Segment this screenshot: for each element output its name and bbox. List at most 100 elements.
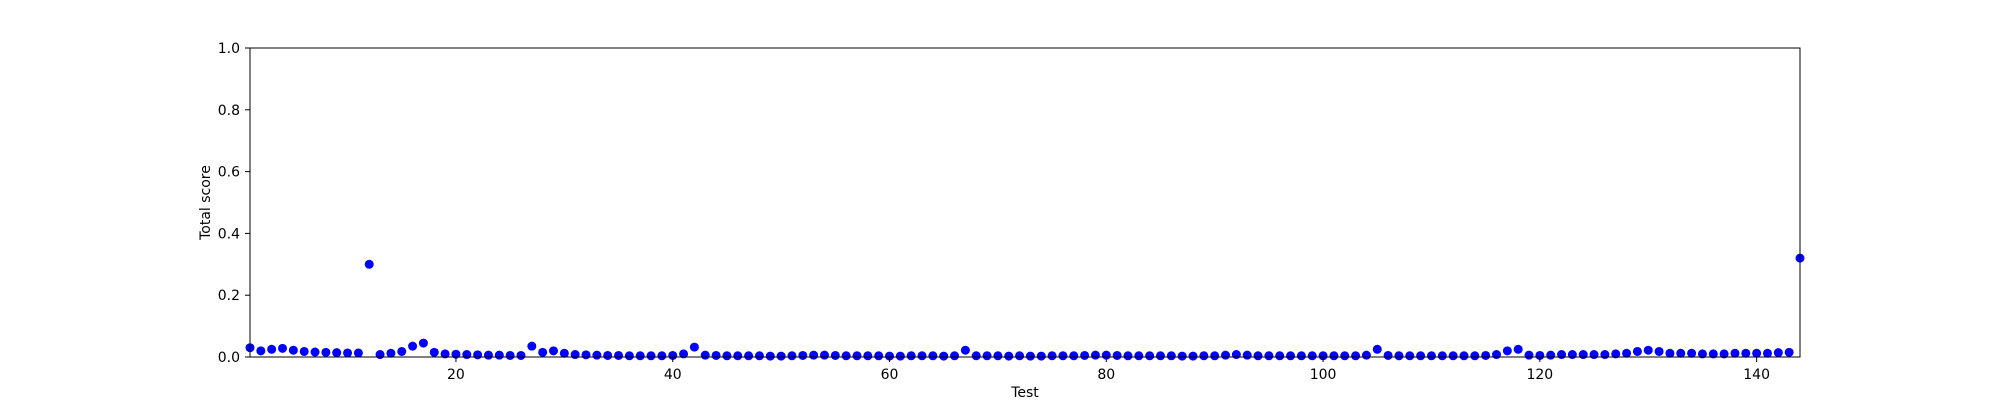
x-axis-label: Test <box>1010 385 1039 400</box>
data-point <box>1752 348 1762 358</box>
data-point <box>397 346 407 356</box>
data-point <box>1221 350 1231 360</box>
data-point <box>993 351 1003 361</box>
data-point <box>1513 344 1523 354</box>
data-point <box>1329 351 1339 361</box>
data-point <box>1340 351 1350 361</box>
data-point <box>1676 348 1686 358</box>
data-point <box>1546 350 1556 360</box>
data-point <box>614 350 624 360</box>
data-point <box>1025 351 1035 361</box>
data-point <box>798 350 808 360</box>
x-tick-label: 60 <box>881 367 899 383</box>
data-point <box>343 348 353 358</box>
data-point <box>657 351 667 361</box>
data-point <box>982 351 992 361</box>
data-point <box>1253 351 1263 361</box>
data-point <box>1416 351 1426 361</box>
data-point <box>906 351 916 361</box>
data-point <box>1047 351 1057 361</box>
data-point <box>950 351 960 361</box>
data-point <box>1719 349 1729 359</box>
data-point <box>1296 351 1306 361</box>
data-point <box>1264 351 1274 361</box>
data-point <box>960 345 970 355</box>
data-point <box>1589 350 1599 360</box>
data-point <box>288 345 298 355</box>
data-point <box>1784 347 1794 357</box>
data-point <box>267 344 277 354</box>
data-point <box>1383 350 1393 360</box>
data-point <box>310 347 320 357</box>
data-point <box>1611 349 1621 359</box>
data-point <box>1773 348 1783 358</box>
data-point <box>527 341 537 351</box>
y-tick-label: 1.0 <box>218 41 240 57</box>
data-point <box>1015 351 1025 361</box>
data-point <box>1708 349 1718 359</box>
data-point <box>1004 351 1014 361</box>
data-point <box>1567 350 1577 360</box>
data-point <box>1177 351 1187 361</box>
data-point <box>299 346 309 356</box>
data-point <box>386 348 396 358</box>
data-point <box>819 350 829 360</box>
y-tick-label: 0.4 <box>218 226 240 242</box>
data-point <box>754 351 764 361</box>
data-point <box>494 350 504 360</box>
data-point <box>559 348 569 358</box>
data-point <box>1210 351 1220 361</box>
data-point <box>516 350 526 360</box>
data-point <box>1286 351 1296 361</box>
data-point <box>440 349 450 359</box>
data-point <box>1242 350 1252 360</box>
x-tick-label: 100 <box>1310 367 1337 383</box>
data-point <box>1394 351 1404 361</box>
data-point <box>1481 350 1491 360</box>
data-point <box>787 351 797 361</box>
data-point <box>1318 351 1328 361</box>
data-point <box>1058 351 1068 361</box>
data-point <box>733 351 743 361</box>
data-point <box>874 351 884 361</box>
data-point <box>570 350 580 360</box>
data-point <box>722 351 732 361</box>
data-point <box>668 350 678 360</box>
data-point <box>462 350 472 360</box>
data-point <box>1459 351 1469 361</box>
data-point <box>1123 351 1133 361</box>
data-point <box>744 351 754 361</box>
data-point <box>1492 350 1502 360</box>
data-point <box>646 351 656 361</box>
data-point <box>711 350 721 360</box>
data-point <box>1654 346 1664 356</box>
y-axis-ticks: 0.0 0.2 0.4 0.6 0.8 1.0 <box>218 41 250 366</box>
data-point <box>1578 350 1588 360</box>
data-point <box>1069 351 1079 361</box>
y-tick-label: 0.0 <box>218 350 240 366</box>
y-tick-label: 0.8 <box>218 103 240 119</box>
data-point <box>473 350 483 360</box>
data-point <box>505 350 515 360</box>
y-axis-label: Total score <box>198 165 214 241</box>
y-tick-label: 0.2 <box>218 288 240 304</box>
data-point <box>1524 350 1534 360</box>
data-point <box>1361 350 1371 360</box>
data-point <box>863 351 873 361</box>
data-point <box>939 351 949 361</box>
data-point <box>971 351 981 361</box>
x-tick-label: 80 <box>1097 367 1115 383</box>
data-point <box>1437 351 1447 361</box>
data-point <box>1762 348 1772 358</box>
data-point <box>679 349 689 359</box>
data-point <box>635 351 645 361</box>
data-point <box>809 350 819 360</box>
y-tick-label: 0.6 <box>218 165 240 181</box>
data-point <box>1426 351 1436 361</box>
data-point <box>689 342 699 352</box>
data-point <box>895 351 905 361</box>
data-point <box>776 351 786 361</box>
data-point <box>1155 351 1165 361</box>
data-point <box>592 350 602 360</box>
